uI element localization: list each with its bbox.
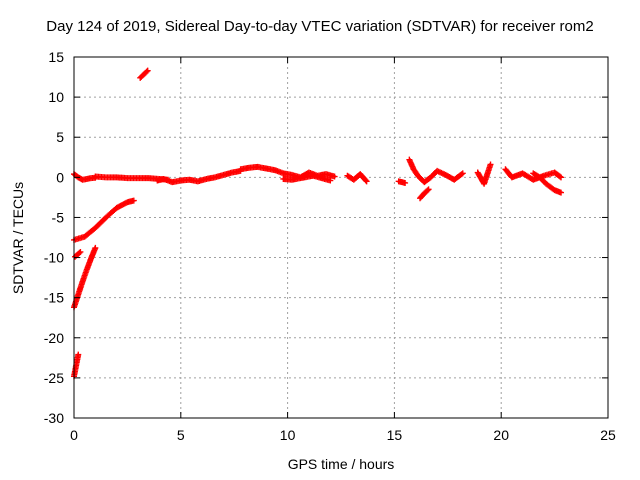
data-point	[558, 189, 565, 196]
data-point	[92, 244, 99, 251]
data-point	[459, 170, 466, 177]
plot-frame	[73, 56, 609, 419]
y-tick-label: 0	[56, 169, 64, 185]
y-tick-label: -30	[44, 410, 64, 426]
grid-lines	[74, 57, 608, 418]
y-tick-label: 15	[48, 49, 64, 65]
chart-title: Day 124 of 2019, Sidereal Day-to-day VTE…	[46, 18, 594, 35]
y-tick-label: -10	[44, 250, 64, 266]
data-point	[143, 68, 150, 75]
data-points	[71, 67, 565, 380]
data-point	[424, 187, 431, 194]
x-tick-label: 20	[493, 427, 509, 443]
data-point	[76, 249, 83, 256]
data-point	[331, 173, 338, 180]
data-point	[487, 161, 494, 168]
data-point	[77, 248, 84, 255]
y-tick-label: -25	[44, 370, 64, 386]
axis-ticks: 0 5 10 15 20 25 -30 -25 -20 -15 -10 -5 0 5 10 15	[44, 49, 616, 443]
data-point	[556, 173, 563, 180]
x-tick-label: 15	[387, 427, 403, 443]
y-tick-label: -20	[44, 330, 64, 346]
x-tick-label: 0	[70, 427, 78, 443]
data-point	[363, 178, 370, 185]
data-point	[362, 177, 369, 184]
x-axis-label: GPS time / hours	[287, 456, 395, 472]
data-point	[402, 179, 409, 186]
data-point	[75, 351, 82, 358]
y-tick-label: -5	[52, 209, 65, 225]
x-tick-label: 5	[177, 427, 185, 443]
data-point	[327, 177, 334, 184]
y-tick-label: 10	[48, 89, 64, 105]
x-tick-label: 10	[280, 427, 296, 443]
data-point	[558, 174, 565, 181]
data-point	[130, 197, 137, 204]
data-point	[425, 186, 432, 193]
data-point	[144, 67, 151, 74]
x-tick-label: 25	[600, 427, 616, 443]
y-tick-label: 5	[56, 129, 64, 145]
y-tick-label: -15	[44, 290, 64, 306]
data-point	[458, 171, 465, 178]
